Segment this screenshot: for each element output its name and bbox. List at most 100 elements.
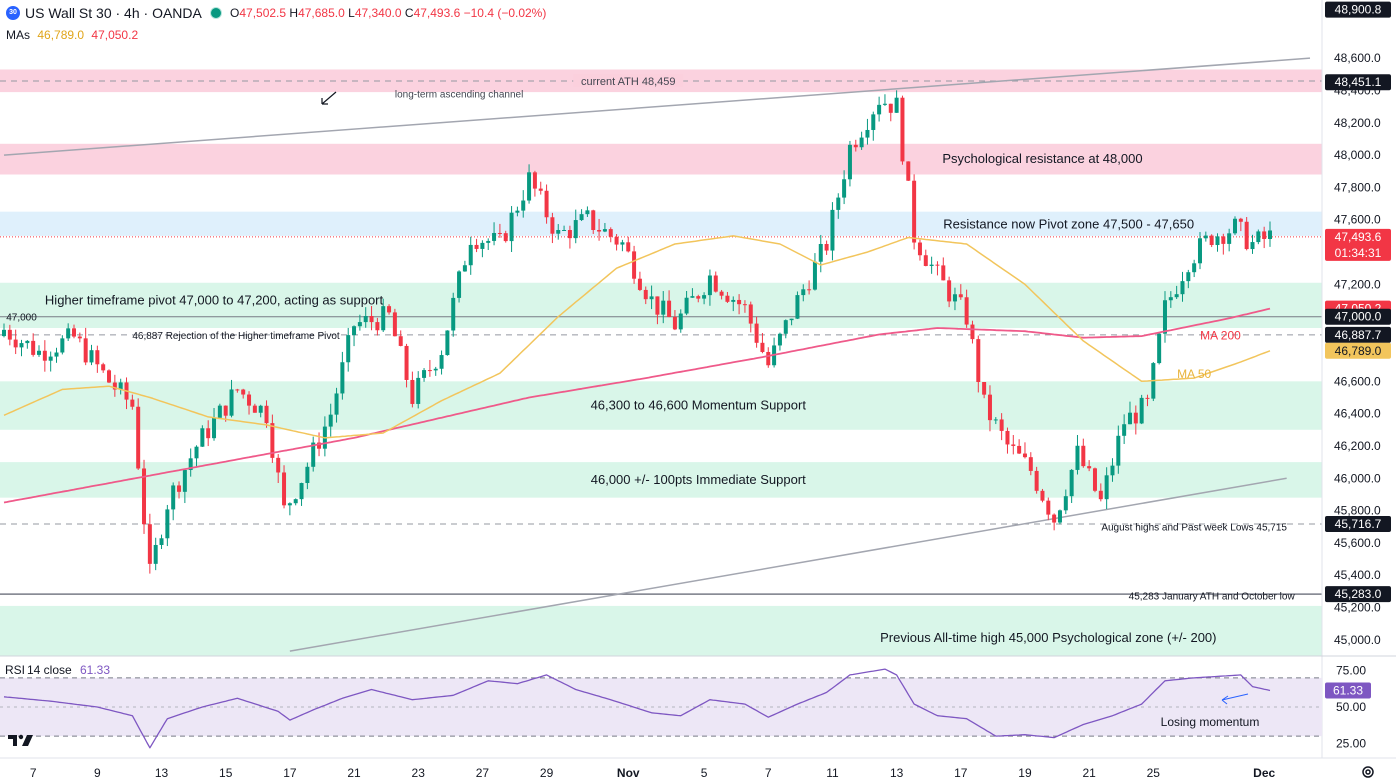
- psych-resistance-zone: [0, 143, 1322, 175]
- candle-body: [445, 330, 450, 356]
- rsi-value-tag-bg: [1325, 682, 1371, 699]
- candle-body: [305, 466, 310, 484]
- rejection-label: 46,887 Rejection of the Higher timeframe…: [132, 331, 340, 342]
- candle: [713, 271, 718, 293]
- candle-body: [766, 351, 771, 366]
- candle-body: [567, 229, 572, 239]
- candle-body: [544, 190, 549, 218]
- candle: [19, 339, 24, 357]
- price-tag-text: 46,887.7: [1335, 328, 1382, 342]
- ma50-legend-value: 46,789.0: [37, 28, 85, 42]
- candle: [276, 454, 281, 483]
- price-tag-bg: [1325, 326, 1391, 343]
- candle: [579, 209, 584, 222]
- candle: [1122, 414, 1127, 445]
- candle-body: [527, 172, 532, 201]
- candle-body: [678, 313, 683, 330]
- candle-body: [672, 317, 677, 330]
- price-tag-text: 47,493.6: [1335, 230, 1382, 244]
- candle-body: [340, 362, 345, 394]
- candle-body: [54, 352, 59, 357]
- candle: [597, 218, 602, 241]
- previous-ath-zone: [0, 605, 1322, 656]
- candle-body: [667, 300, 672, 318]
- candle: [1005, 427, 1010, 454]
- candle-body: [171, 485, 176, 510]
- candle-body: [748, 304, 753, 324]
- jan-ath-label: 45,283 January ATH and October low: [1129, 591, 1296, 602]
- candle-body: [1227, 233, 1232, 244]
- pivot-price-tag: 47,000.0: [1325, 308, 1391, 325]
- ma200-line: [3, 307, 1271, 504]
- candle-body: [433, 368, 438, 371]
- candle: [696, 294, 701, 303]
- candle: [976, 335, 981, 393]
- candle: [935, 261, 940, 276]
- candle-body: [369, 316, 374, 323]
- channel-label: long-term ascending channel: [395, 90, 523, 101]
- candle-body: [509, 212, 514, 242]
- candle-body: [1005, 430, 1010, 445]
- candle: [754, 316, 759, 348]
- candle: [515, 206, 520, 217]
- candle-body: [801, 289, 806, 296]
- candle: [824, 240, 829, 255]
- rsi-tick-label: 25.00: [1336, 736, 1366, 750]
- candle-body: [217, 405, 222, 418]
- candle: [649, 285, 654, 310]
- open-value: 47,502.5: [239, 6, 287, 20]
- price-tag-bg: [1325, 308, 1391, 325]
- symbol-title[interactable]: US Wall St 30 · 4h · OANDA: [25, 5, 202, 21]
- candle-body: [1040, 490, 1045, 501]
- candle-body: [130, 399, 135, 407]
- candle: [194, 445, 199, 468]
- candle-body: [661, 300, 666, 315]
- symbol-badge-icon[interactable]: 30: [6, 6, 20, 20]
- x-tick-label: 13: [155, 766, 169, 780]
- candle: [527, 164, 532, 204]
- candle: [1197, 232, 1202, 270]
- candle: [1069, 469, 1074, 503]
- candle: [381, 298, 386, 332]
- candle-body: [731, 299, 736, 302]
- candle-body: [1133, 412, 1138, 424]
- candle-body: [818, 243, 823, 262]
- candle-body: [614, 236, 619, 245]
- candle-body: [1017, 445, 1022, 454]
- y-tick-label: 46,400.0: [1334, 407, 1381, 421]
- candle-body: [521, 200, 526, 211]
- settings-gear-icon[interactable]: [1360, 764, 1376, 780]
- candle-body: [247, 394, 252, 406]
- candle-body: [1145, 397, 1150, 399]
- candle-body: [317, 442, 322, 449]
- candles: [2, 90, 1272, 574]
- candle: [182, 468, 187, 504]
- rsi-legend-params: 14 close: [27, 663, 72, 677]
- rsi-annotation-label: Losing momentum: [1161, 715, 1260, 729]
- candle-body: [812, 261, 817, 290]
- candle-body: [474, 244, 479, 249]
- candle-body: [1244, 221, 1249, 250]
- candle: [188, 448, 193, 477]
- tradingview-logo: [8, 734, 33, 746]
- candle-body: [684, 297, 689, 314]
- rsi-value-tag-text: 61.33: [1333, 683, 1363, 697]
- candle-body: [165, 509, 170, 539]
- candle-body: [1215, 236, 1220, 246]
- candle-body: [783, 320, 788, 334]
- candle: [375, 317, 380, 336]
- candle-body: [532, 172, 537, 189]
- ma50-price-tag: 46,789.0: [1325, 342, 1391, 359]
- mas-legend[interactable]: MAs 46,789.0 47,050.2: [6, 28, 138, 42]
- candle-body: [206, 428, 211, 439]
- candle: [54, 347, 59, 363]
- candle-body: [1028, 457, 1033, 471]
- price-tag-bg: [1325, 516, 1391, 533]
- candle: [1256, 229, 1261, 245]
- candle-body: [929, 264, 934, 266]
- candle: [83, 327, 88, 366]
- candle-body: [381, 306, 386, 331]
- market-open-icon: [210, 7, 222, 19]
- candle: [31, 333, 36, 357]
